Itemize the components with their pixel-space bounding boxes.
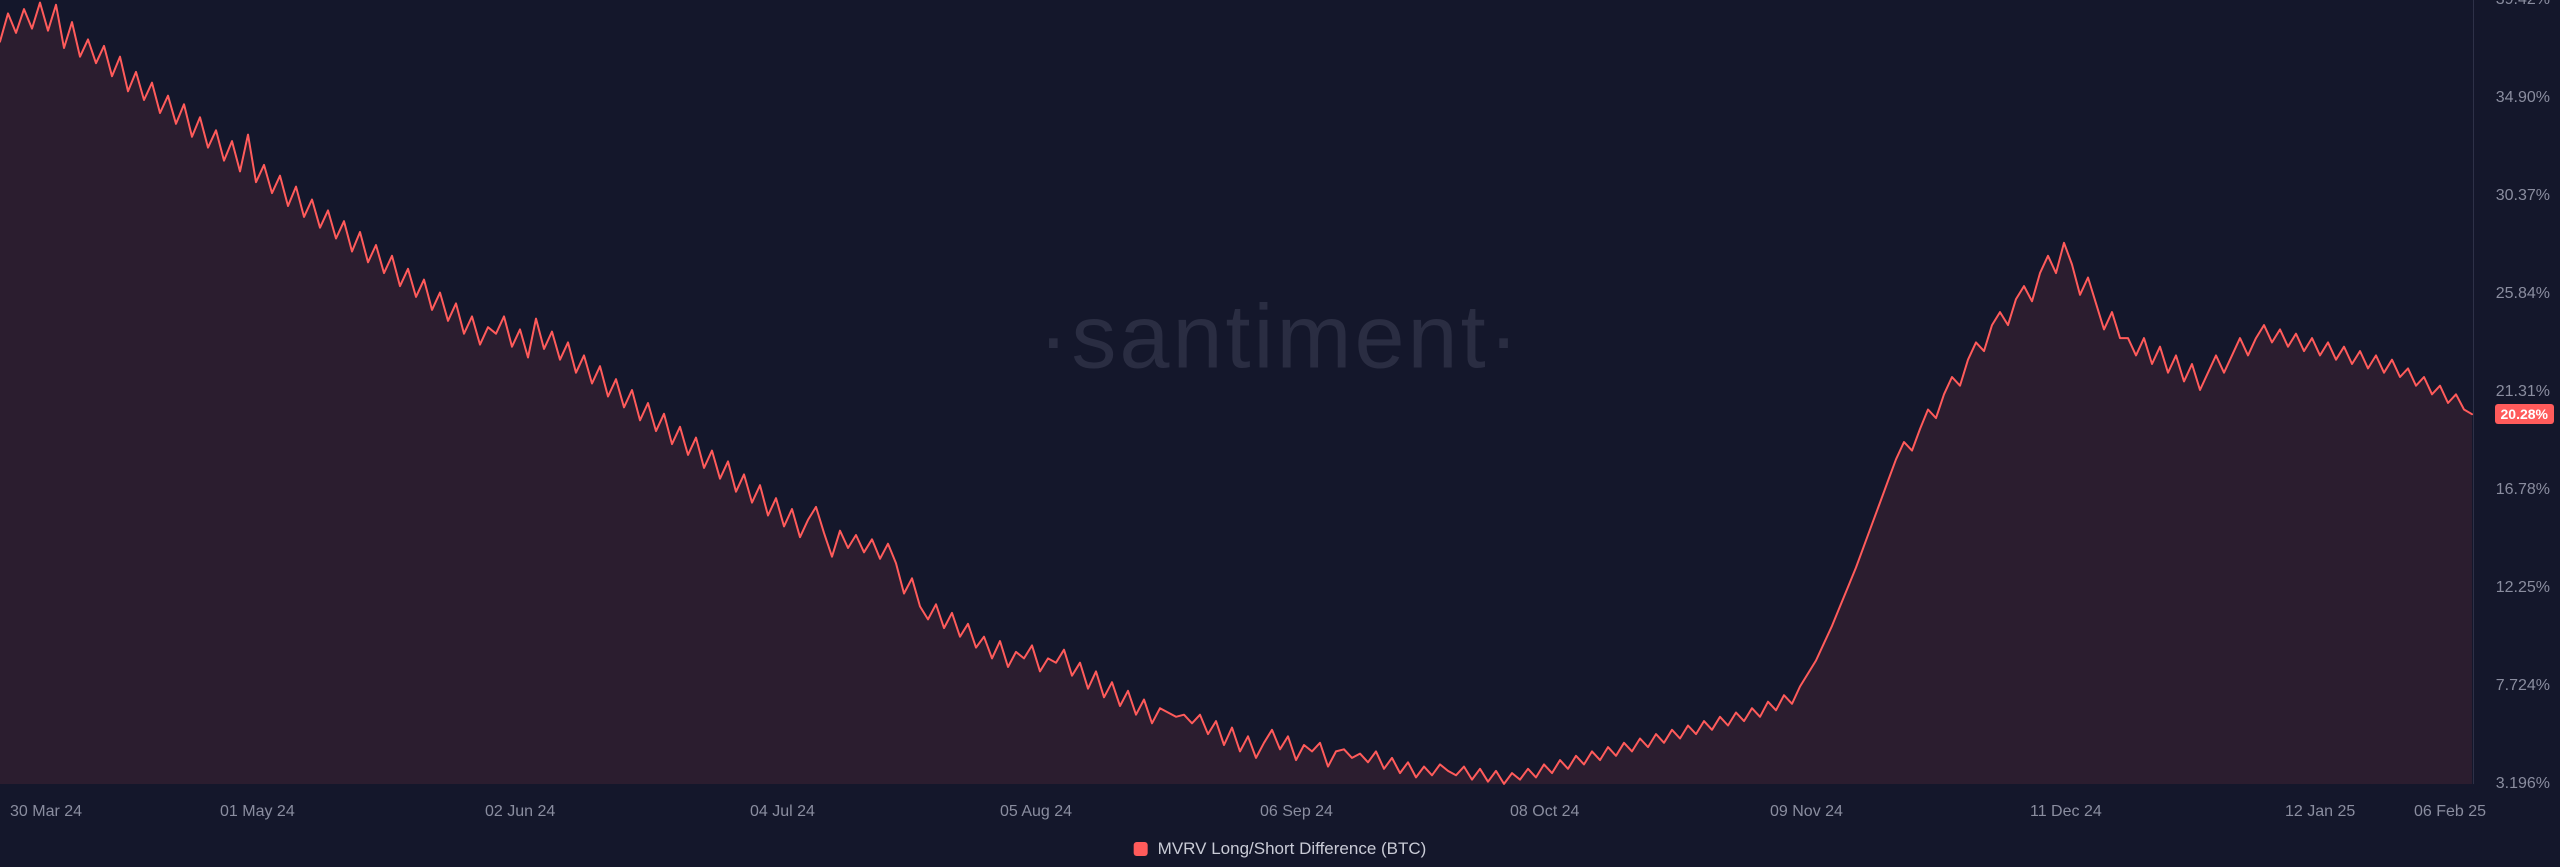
x-tick-label: 02 Jun 24	[485, 803, 555, 821]
current-value-badge: 20.28%	[2495, 404, 2554, 424]
y-tick-label: 25.84%	[2496, 285, 2550, 303]
x-tick-label: 04 Jul 24	[750, 803, 815, 821]
legend-label: MVRV Long/Short Difference (BTC)	[1158, 839, 1427, 859]
x-tick-label: 12 Jan 25	[2285, 803, 2355, 821]
x-tick-label: 05 Aug 24	[1000, 803, 1072, 821]
x-tick-label: 06 Sep 24	[1260, 803, 1333, 821]
x-tick-label: 08 Oct 24	[1510, 803, 1579, 821]
y-tick-label: 30.37%	[2496, 187, 2550, 205]
x-tick-label: 06 Feb 25	[2414, 803, 2486, 821]
y-tick-label: 16.78%	[2496, 481, 2550, 499]
y-tick-label: 34.90%	[2496, 89, 2550, 107]
y-tick-label: 12.25%	[2496, 579, 2550, 597]
y-tick-label: 39.42%	[2496, 0, 2550, 9]
x-tick-label: 09 Nov 24	[1770, 803, 1843, 821]
area-chart	[0, 0, 2560, 867]
x-tick-label: 30 Mar 24	[10, 803, 82, 821]
x-tick-label: 11 Dec 24	[2030, 803, 2102, 821]
legend-swatch	[1134, 842, 1148, 856]
y-tick-label: 21.31%	[2496, 383, 2550, 401]
y-tick-label: 3.196%	[2496, 775, 2550, 793]
y-tick-label: 7.724%	[2496, 677, 2550, 695]
chart-container: ·santiment· 39.42%34.90%30.37%25.84%21.3…	[0, 0, 2560, 867]
y-axis-line	[2473, 0, 2474, 784]
legend: MVRV Long/Short Difference (BTC)	[1134, 839, 1427, 859]
x-tick-label: 01 May 24	[220, 803, 295, 821]
